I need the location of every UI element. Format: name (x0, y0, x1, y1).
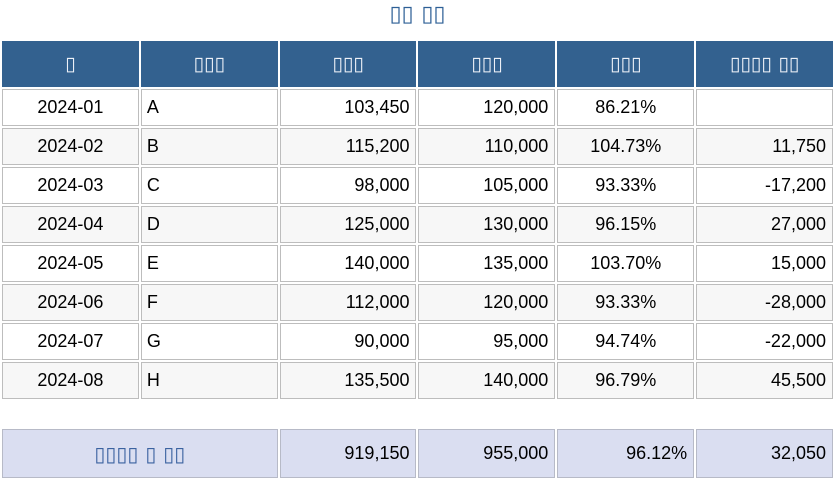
monthly-data-table: ▯ ▯▯▯ ▯▯▯ ▯▯▯ ▯▯▯ ▯▯▯▯ ▯▯ 2024-01 A 103,… (0, 39, 835, 401)
value-cell: 140,000 (279, 245, 417, 282)
month-cell: 2024-05 (2, 245, 139, 282)
name-cell: F (140, 284, 278, 321)
percent-cell: 96.15% (557, 206, 695, 243)
name-cell: H (140, 362, 278, 399)
delta-cell: 15,000 (696, 245, 833, 282)
column-header: ▯▯▯ (279, 41, 417, 87)
column-header: ▯▯▯ (418, 41, 556, 87)
summary-table: ▯▯▯▯ ▯ ▯▯ 919,150 955,000 96.12% 32,050 (0, 427, 835, 480)
summary-total-cell: 919,150 (279, 429, 417, 478)
percent-cell: 104.73% (557, 128, 695, 165)
table-row: 2024-07 G 90,000 95,000 94.74% -22,000 (2, 323, 833, 360)
percent-cell: 103.70% (557, 245, 695, 282)
value-cell: 95,000 (418, 323, 556, 360)
section-gap (0, 401, 835, 427)
month-cell: 2024-04 (2, 206, 139, 243)
percent-cell: 86.21% (557, 89, 695, 126)
value-cell: 120,000 (418, 89, 556, 126)
value-cell: 130,000 (418, 206, 556, 243)
month-cell: 2024-02 (2, 128, 139, 165)
name-cell: A (140, 89, 278, 126)
table-row: 2024-06 F 112,000 120,000 93.33% -28,000 (2, 284, 833, 321)
value-cell: 103,450 (279, 89, 417, 126)
value-cell: 115,200 (279, 128, 417, 165)
table-row: 2024-02 B 115,200 110,000 104.73% 11,750 (2, 128, 833, 165)
name-cell: B (140, 128, 278, 165)
percent-cell: 94.74% (557, 323, 695, 360)
delta-cell: -17,200 (696, 167, 833, 204)
month-cell: 2024-06 (2, 284, 139, 321)
month-cell: 2024-03 (2, 167, 139, 204)
name-cell: C (140, 167, 278, 204)
summary-percent-cell: 96.12% (557, 429, 695, 478)
column-header: ▯▯▯ (140, 41, 278, 87)
percent-cell: 93.33% (557, 167, 695, 204)
value-cell: 120,000 (418, 284, 556, 321)
summary-row: ▯▯▯▯ ▯ ▯▯ 919,150 955,000 96.12% 32,050 (2, 429, 833, 478)
page-title: ▯▯ ▯▯ (389, 2, 446, 27)
delta-cell: -28,000 (696, 284, 833, 321)
value-cell: 105,000 (418, 167, 556, 204)
summary-total-cell: 955,000 (418, 429, 556, 478)
name-cell: E (140, 245, 278, 282)
value-cell: 140,000 (418, 362, 556, 399)
percent-cell: 96.79% (557, 362, 695, 399)
summary-label: ▯▯▯▯ ▯ ▯▯ (2, 429, 278, 478)
delta-cell: 11,750 (696, 128, 833, 165)
column-header: ▯▯▯▯ ▯▯ (696, 41, 833, 87)
name-cell: D (140, 206, 278, 243)
table-row: 2024-05 E 140,000 135,000 103.70% 15,000 (2, 245, 833, 282)
value-cell: 98,000 (279, 167, 417, 204)
column-header: ▯▯▯ (557, 41, 695, 87)
month-cell: 2024-07 (2, 323, 139, 360)
column-header-month: ▯ (2, 41, 139, 87)
value-cell: 135,000 (418, 245, 556, 282)
month-cell: 2024-08 (2, 362, 139, 399)
delta-cell: 27,000 (696, 206, 833, 243)
value-cell: 112,000 (279, 284, 417, 321)
value-cell: 135,500 (279, 362, 417, 399)
summary-delta-cell: 32,050 (696, 429, 833, 478)
value-cell: 90,000 (279, 323, 417, 360)
delta-cell (696, 89, 833, 126)
percent-cell: 93.33% (557, 284, 695, 321)
name-cell: G (140, 323, 278, 360)
delta-cell: -22,000 (696, 323, 833, 360)
delta-cell: 45,500 (696, 362, 833, 399)
table-row: 2024-03 C 98,000 105,000 93.33% -17,200 (2, 167, 833, 204)
value-cell: 110,000 (418, 128, 556, 165)
table-row: 2024-08 H 135,500 140,000 96.79% 45,500 (2, 362, 833, 399)
table-row: 2024-01 A 103,450 120,000 86.21% (2, 89, 833, 126)
month-cell: 2024-01 (2, 89, 139, 126)
table-row: 2024-04 D 125,000 130,000 96.15% 27,000 (2, 206, 833, 243)
value-cell: 125,000 (279, 206, 417, 243)
table-header-row: ▯ ▯▯▯ ▯▯▯ ▯▯▯ ▯▯▯ ▯▯▯▯ ▯▯ (2, 41, 833, 87)
